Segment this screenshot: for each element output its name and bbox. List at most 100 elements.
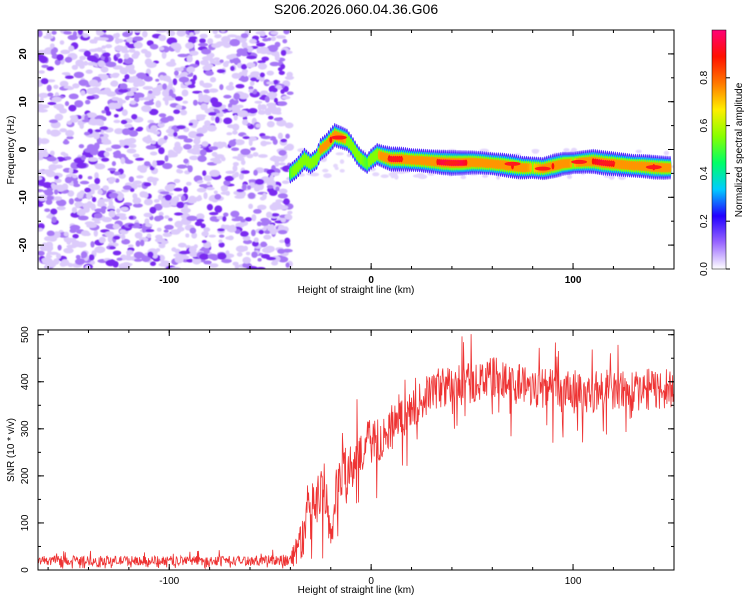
noise-speck: [223, 212, 229, 217]
noise-speck: [103, 151, 110, 157]
noise-speck: [165, 128, 175, 134]
noise-speck: [149, 108, 159, 116]
noise-speck: [270, 36, 276, 42]
noise-speck: [38, 176, 43, 181]
noise-speck: [116, 208, 121, 214]
noise-speck: [157, 215, 164, 221]
noise-speck: [222, 61, 229, 68]
noise-speck: [201, 231, 209, 237]
spectrogram-y-axis-label: Frequency (Hz): [6, 116, 17, 185]
ridge-segment: [591, 158, 595, 165]
noise-speck: [81, 155, 86, 161]
ridge-segment: [436, 158, 440, 166]
noise-speck: [271, 87, 278, 93]
noise-speck: [275, 199, 284, 203]
noise-speck: [209, 216, 219, 222]
colorbar-label: Normalized spectral amplitude: [734, 82, 745, 217]
noise-speck: [132, 203, 143, 208]
noise-speck: [164, 98, 169, 106]
noise-speck: [163, 203, 172, 208]
noise-speck: [144, 50, 152, 58]
noise-speck: [157, 160, 165, 164]
noise-speck: [51, 96, 62, 103]
noise-speck: [39, 97, 44, 103]
noise-speck: [185, 233, 190, 238]
snr-y-ticks: 500 400 300 200 100 0: [20, 326, 674, 573]
noise-speck: [64, 156, 72, 160]
noise-speck: [142, 97, 153, 101]
noise-speck: [202, 82, 213, 88]
noise-speck: [128, 244, 134, 248]
noise-speck: [115, 178, 120, 183]
x-tick-label: 0: [368, 576, 374, 587]
noise-speck: [88, 183, 99, 189]
noise-speck: [227, 235, 234, 241]
faint-speck: [339, 169, 345, 173]
noise-speck: [38, 227, 44, 232]
noise-speck: [207, 253, 218, 260]
noise-speck: [237, 110, 249, 118]
noise-speck: [146, 233, 152, 238]
noise-speck: [130, 87, 138, 93]
x-tick-label: 100: [565, 275, 582, 286]
ridge-segment: [492, 159, 496, 169]
noise-speck: [66, 136, 74, 140]
snr-x-ticks: -100 0 100: [47, 330, 655, 587]
noise-speck: [113, 114, 119, 118]
noise-speck: [107, 235, 113, 243]
colorbar-tick-label: 0.6: [699, 118, 710, 132]
noise-speck: [79, 180, 90, 185]
noise-speck: [219, 234, 225, 238]
ridge-peak: [330, 135, 347, 140]
noise-speck: [144, 161, 151, 167]
noise-speck: [112, 223, 120, 230]
ridge-segment: [430, 156, 434, 167]
ridge-segment: [434, 156, 438, 167]
ridge-segment: [521, 162, 524, 173]
noise-speck: [170, 198, 176, 205]
y-tick-label: 10: [18, 96, 29, 108]
noise-speck: [86, 192, 92, 200]
noise-speck: [85, 99, 91, 105]
noise-speck: [66, 120, 73, 125]
noise-speck: [173, 187, 183, 192]
noise-speck: [178, 250, 190, 255]
ridge-segment: [523, 162, 526, 173]
ridge-segment: [638, 160, 642, 172]
spectrogram-x-ticks: -100 0 100: [47, 30, 655, 286]
noise-speck: [252, 240, 259, 247]
noise-speck: [166, 30, 174, 36]
noise-speck: [217, 228, 225, 232]
faint-speck: [663, 150, 670, 156]
noise-speck: [210, 115, 215, 121]
noise-speck: [94, 163, 106, 170]
noise-speck: [158, 262, 170, 267]
noise-speck: [220, 185, 227, 192]
noise-speck: [212, 30, 218, 35]
noise-speck: [113, 171, 121, 176]
noise-speck: [193, 99, 198, 106]
noise-speck: [201, 240, 207, 244]
ridge-segment: [597, 159, 601, 166]
faint-speck: [372, 172, 380, 177]
noise-speck: [213, 190, 218, 195]
noise-speck: [158, 113, 167, 118]
noise-speck: [74, 201, 84, 208]
faint-speck: [335, 152, 344, 156]
noise-speck: [80, 251, 88, 259]
noise-speck: [71, 64, 79, 70]
noise-speck: [260, 241, 267, 248]
noise-speck: [277, 230, 288, 235]
noise-speck: [174, 67, 184, 72]
noise-speck: [125, 95, 130, 101]
noise-speck: [240, 170, 250, 174]
ridge-segment: [614, 158, 617, 170]
noise-speck: [200, 103, 208, 111]
noise-speck: [149, 206, 157, 214]
noise-speck: [143, 76, 153, 82]
noise-speck: [88, 254, 95, 261]
noise-speck: [158, 211, 164, 217]
noise-speck: [250, 77, 257, 82]
noise-speck: [264, 230, 271, 234]
noise-speck: [102, 185, 109, 191]
